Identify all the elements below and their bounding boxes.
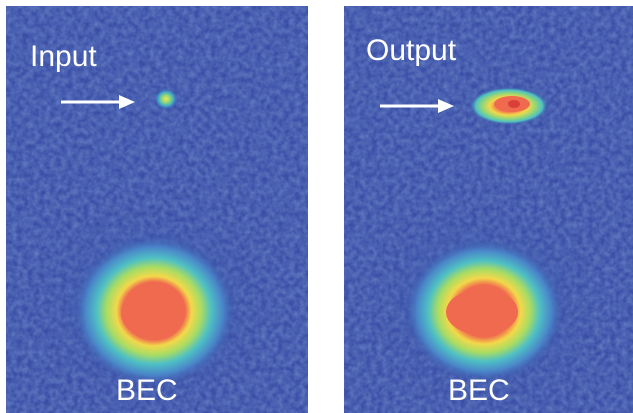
output-bec-label: BEC: [448, 374, 510, 407]
right-arrow-icon: [61, 95, 135, 109]
right-arrow-icon: [380, 99, 454, 113]
input-panel: Input BEC: [6, 6, 308, 413]
input-image: [6, 6, 308, 413]
output-image: [344, 6, 633, 413]
output-panel: Output BEC: [344, 6, 633, 413]
input-bec-label: BEC: [116, 374, 178, 407]
input-title: Input: [30, 40, 97, 73]
output-title: Output: [366, 34, 457, 67]
